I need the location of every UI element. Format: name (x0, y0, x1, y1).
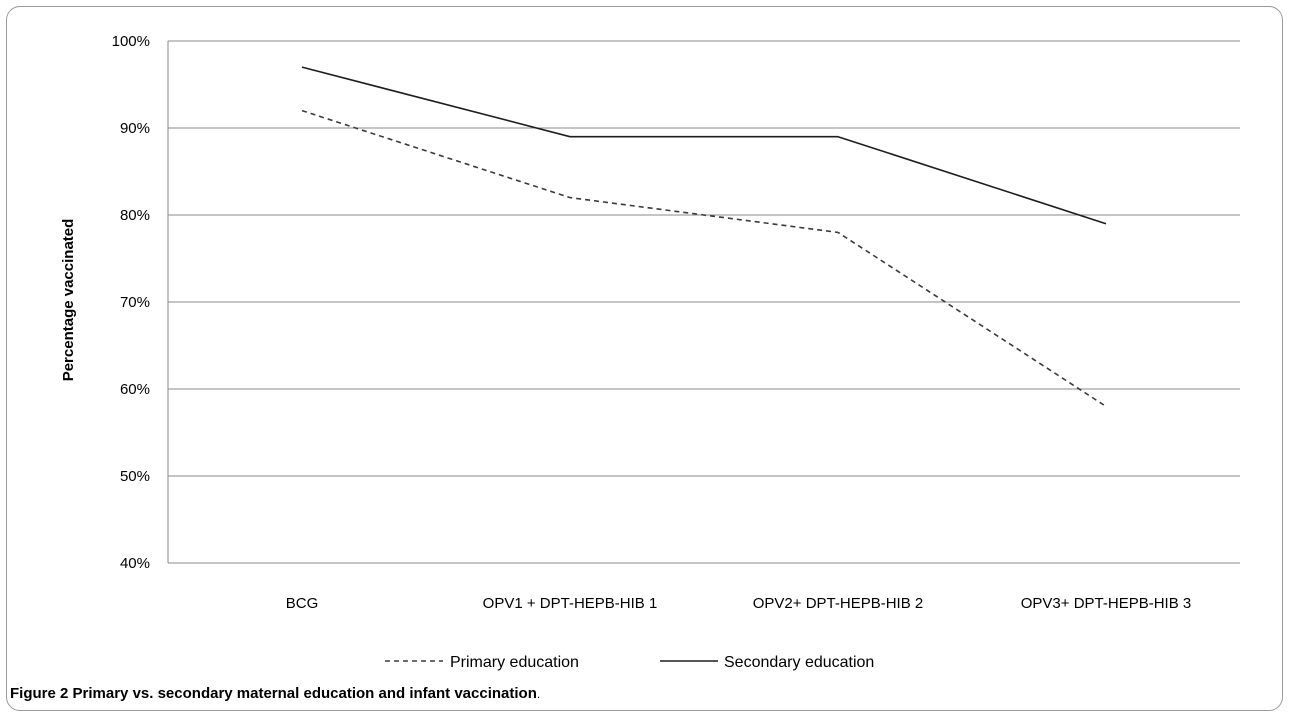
figure-caption: Figure 2 Primary vs. secondary maternal … (10, 685, 540, 702)
series-line-1 (301, 109, 1107, 408)
figure-caption-end: . (536, 687, 541, 701)
x-tick-label: OPV3+ DPT-HEPB-HIB 3 (1021, 595, 1191, 612)
y-tick-label: 80% (120, 207, 150, 224)
chart-series (301, 66, 1107, 408)
y-axis-label: Percentage vaccinated (60, 219, 77, 382)
y-tick-label: 70% (120, 294, 150, 311)
series-line-2 (301, 66, 1107, 225)
figure-label: Figure 2 (10, 685, 69, 702)
x-tick-label: OPV1 + DPT-HEPB-HIB 1 (483, 595, 658, 612)
y-tick-label: 60% (120, 381, 150, 398)
y-tick-label: 50% (120, 468, 150, 485)
y-tick-label: 40% (120, 555, 150, 572)
legend-label-1: Primary education (450, 654, 579, 671)
x-tick-label: BCG (286, 595, 319, 612)
figure-frame (6, 6, 1283, 711)
y-tick-label: 100% (112, 33, 150, 50)
x-tick-label: OPV2+ DPT-HEPB-HIB 2 (753, 595, 923, 612)
y-axis-ticks: 40% 50% 60% 70% 80% 90% 100% (112, 33, 150, 572)
legend-label-2: Secondary education (724, 654, 874, 671)
x-axis-ticks: BCG OPV1 + DPT-HEPB-HIB 1 OPV2+ DPT-HEPB-H… (286, 595, 1192, 612)
line-chart: 40% 50% 60% 70% 80% 90% 100% BCG OPV1 + DPT-HEP… (60, 33, 1240, 671)
chart-legend: Primary education Secondary education (385, 654, 874, 671)
figure-title: Primary vs. secondary maternal education… (72, 685, 537, 702)
y-tick-label: 90% (120, 120, 150, 137)
